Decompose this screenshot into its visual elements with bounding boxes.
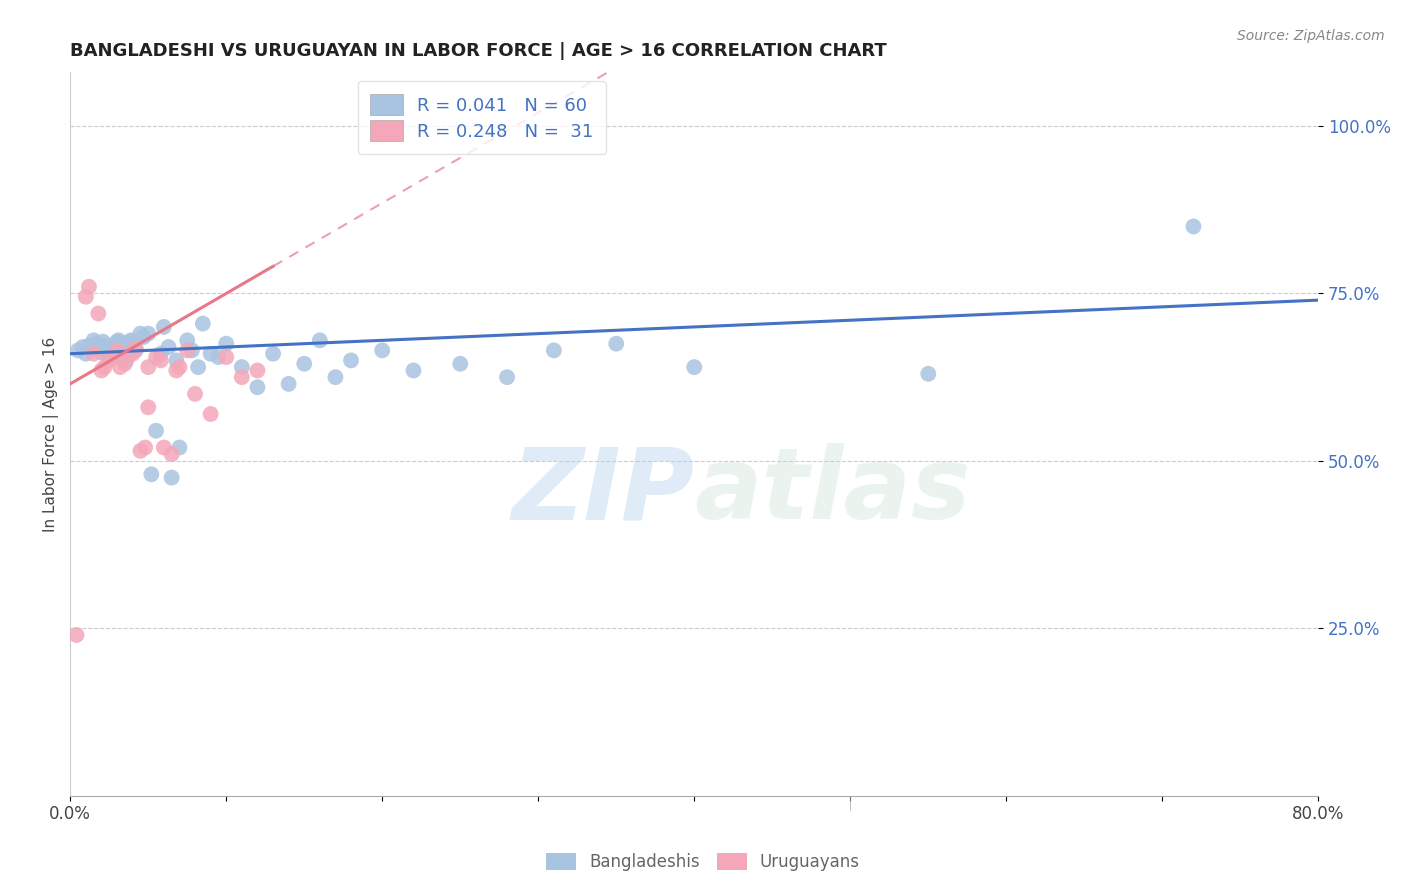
Text: Source: ZipAtlas.com: Source: ZipAtlas.com	[1237, 29, 1385, 43]
Point	[86, 336, 108, 351]
Point	[105, 343, 128, 358]
Point	[191, 317, 214, 331]
Point	[87, 306, 110, 320]
Point	[93, 360, 115, 375]
Point	[141, 467, 163, 482]
Y-axis label: In Labor Force | Age > 16: In Labor Force | Age > 16	[44, 336, 59, 532]
Point	[187, 360, 209, 375]
Point	[917, 367, 939, 381]
Point	[176, 334, 198, 348]
Point	[165, 363, 187, 377]
Point	[75, 290, 97, 304]
Point	[246, 363, 269, 377]
Point	[262, 347, 284, 361]
Point	[176, 343, 198, 358]
Point	[120, 334, 142, 348]
Point	[83, 347, 105, 361]
Point	[101, 339, 124, 353]
Point	[98, 350, 121, 364]
Point	[136, 360, 159, 375]
Point	[65, 628, 87, 642]
Point	[91, 334, 114, 349]
Point	[107, 334, 129, 348]
Point	[308, 334, 330, 348]
Point	[125, 343, 148, 358]
Legend: R = 0.041   N = 60, R = 0.248   N =  31: R = 0.041 N = 60, R = 0.248 N = 31	[359, 81, 606, 153]
Point	[231, 370, 253, 384]
Point	[118, 334, 141, 349]
Point	[371, 343, 394, 358]
Point	[111, 343, 134, 358]
Point	[103, 347, 125, 361]
Point	[105, 334, 128, 349]
Point	[145, 350, 167, 364]
Point	[129, 326, 152, 341]
Point	[77, 339, 100, 353]
Point	[93, 339, 115, 353]
Point	[125, 342, 148, 356]
Point	[134, 441, 156, 455]
Text: ZIP: ZIP	[512, 443, 695, 541]
Point	[683, 360, 706, 375]
Text: atlas: atlas	[695, 443, 970, 541]
Point	[231, 360, 253, 375]
Point	[340, 353, 363, 368]
Point	[98, 353, 121, 368]
Point	[543, 343, 565, 358]
Point	[136, 401, 159, 415]
Point	[132, 330, 155, 344]
Point	[121, 347, 143, 361]
Point	[153, 320, 176, 334]
Point	[496, 370, 519, 384]
Point	[112, 339, 135, 353]
Point	[145, 424, 167, 438]
Point	[215, 350, 238, 364]
Point	[94, 342, 117, 356]
Point	[292, 357, 315, 371]
Point	[200, 347, 222, 361]
Point	[121, 336, 143, 351]
Point	[402, 363, 425, 377]
Point	[157, 340, 180, 354]
Point	[90, 363, 112, 377]
Point	[169, 360, 191, 375]
Point	[118, 347, 141, 361]
Point	[449, 357, 471, 371]
Point	[87, 342, 110, 356]
Point	[75, 347, 97, 361]
Point	[277, 376, 299, 391]
Point	[114, 347, 136, 361]
Point	[136, 326, 159, 341]
Point	[180, 343, 202, 358]
Point	[184, 387, 207, 401]
Point	[149, 353, 172, 368]
Point	[129, 443, 152, 458]
Point	[153, 441, 176, 455]
Point	[325, 370, 347, 384]
Point	[114, 357, 136, 371]
Point	[115, 353, 138, 368]
Point	[66, 343, 89, 358]
Point	[207, 350, 229, 364]
Point	[72, 340, 94, 354]
Point	[108, 360, 131, 375]
Point	[246, 380, 269, 394]
Point	[160, 447, 183, 461]
Point	[90, 345, 112, 359]
Point	[83, 334, 105, 348]
Point	[77, 279, 100, 293]
Point	[605, 336, 627, 351]
Point	[165, 353, 187, 368]
Point	[100, 343, 122, 358]
Point	[1182, 219, 1205, 234]
Point	[149, 347, 172, 361]
Text: BANGLADESHI VS URUGUAYAN IN LABOR FORCE | AGE > 16 CORRELATION CHART: BANGLADESHI VS URUGUAYAN IN LABOR FORCE …	[70, 42, 887, 60]
Point	[200, 407, 222, 421]
Point	[215, 336, 238, 351]
Point	[101, 350, 124, 364]
Point	[169, 441, 191, 455]
Legend: Bangladeshis, Uruguayans: Bangladeshis, Uruguayans	[537, 845, 869, 880]
Point	[160, 470, 183, 484]
